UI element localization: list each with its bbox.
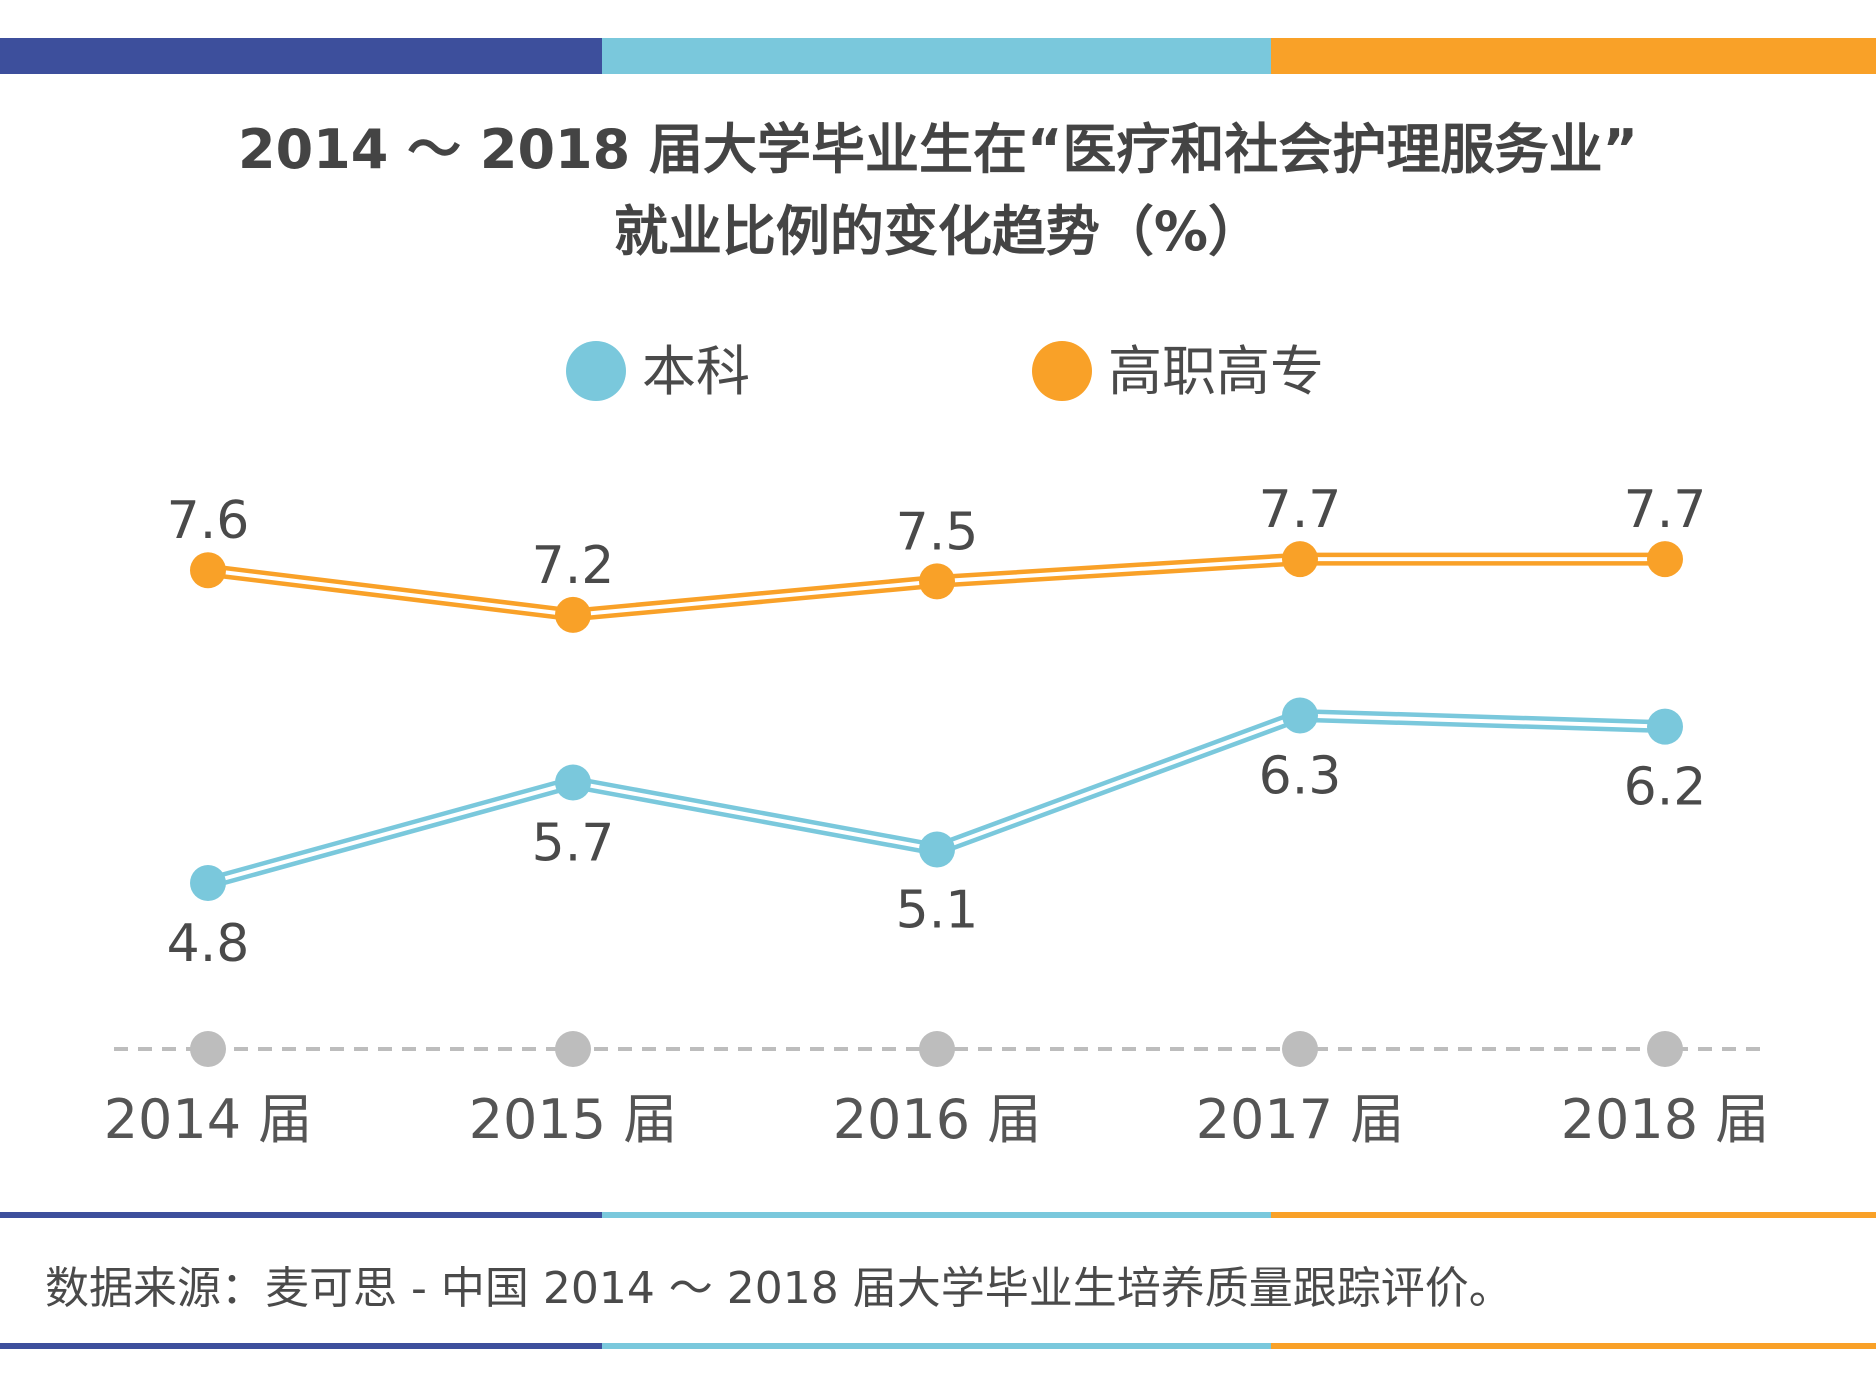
x-tick-label: 2018 届 bbox=[1561, 1088, 1770, 1151]
source-note: 数据来源：麦可思 - 中国 2014 ～ 2018 届大学毕业生培养质量跟踪评价… bbox=[45, 1263, 1513, 1314]
data-point bbox=[1647, 541, 1683, 578]
x-tick-label: 2017 届 bbox=[1196, 1088, 1405, 1151]
legend-marker-1 bbox=[1032, 341, 1092, 401]
chart-title-line1: 2014 ～ 2018 届大学毕业生在“医疗和社会护理服务业” bbox=[238, 118, 1638, 181]
data-point bbox=[1647, 708, 1683, 745]
data-point bbox=[919, 831, 955, 868]
data-point bbox=[190, 552, 226, 589]
data-label: 5.7 bbox=[532, 813, 615, 873]
data-point bbox=[1282, 697, 1318, 734]
chart-title-line2: 就业比例的变化趋势（%） bbox=[613, 200, 1263, 263]
data-label: 5.1 bbox=[896, 880, 979, 940]
data-label: 7.2 bbox=[532, 536, 615, 596]
data-point bbox=[190, 865, 226, 901]
x-tick-label: 2015 届 bbox=[469, 1088, 678, 1151]
x-axis-tick-dot bbox=[1647, 1031, 1683, 1067]
x-axis-tick-dot bbox=[1282, 1031, 1318, 1067]
legend-label-0: 本科 bbox=[642, 340, 750, 403]
top-color-bar bbox=[0, 38, 1876, 74]
bottom-color-bar-upper bbox=[0, 1212, 1876, 1218]
data-label: 6.3 bbox=[1259, 746, 1342, 806]
data-point bbox=[1282, 541, 1318, 578]
bottom-color-bar-lower bbox=[0, 1343, 1876, 1349]
x-axis-tick-dot bbox=[555, 1031, 591, 1067]
data-point bbox=[555, 764, 591, 801]
data-label: 7.6 bbox=[167, 491, 250, 551]
legend-label-1: 高职高专 bbox=[1108, 340, 1324, 403]
legend-marker-0 bbox=[566, 341, 626, 401]
data-label: 7.5 bbox=[896, 502, 979, 562]
x-axis-tick-dot bbox=[190, 1031, 226, 1067]
x-tick-label: 2016 届 bbox=[833, 1088, 1042, 1151]
data-label: 7.7 bbox=[1259, 480, 1342, 540]
data-point bbox=[919, 563, 955, 600]
x-axis-tick-dot bbox=[919, 1031, 955, 1067]
data-label: 6.2 bbox=[1624, 758, 1707, 818]
data-point bbox=[555, 596, 591, 633]
x-tick-label: 2014 届 bbox=[104, 1088, 313, 1151]
line-chart: 本科 高职高专 2014 届 2015 届 2016 届 2017 届 2018 届 4.8 5… bbox=[104, 340, 1770, 1151]
data-label: 4.8 bbox=[167, 914, 250, 974]
data-label: 7.7 bbox=[1624, 480, 1707, 540]
